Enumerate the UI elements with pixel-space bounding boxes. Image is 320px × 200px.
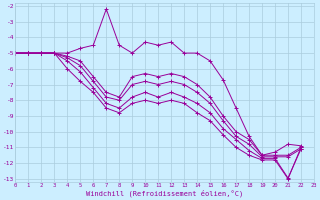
X-axis label: Windchill (Refroidissement éolien,°C): Windchill (Refroidissement éolien,°C) xyxy=(86,190,243,197)
